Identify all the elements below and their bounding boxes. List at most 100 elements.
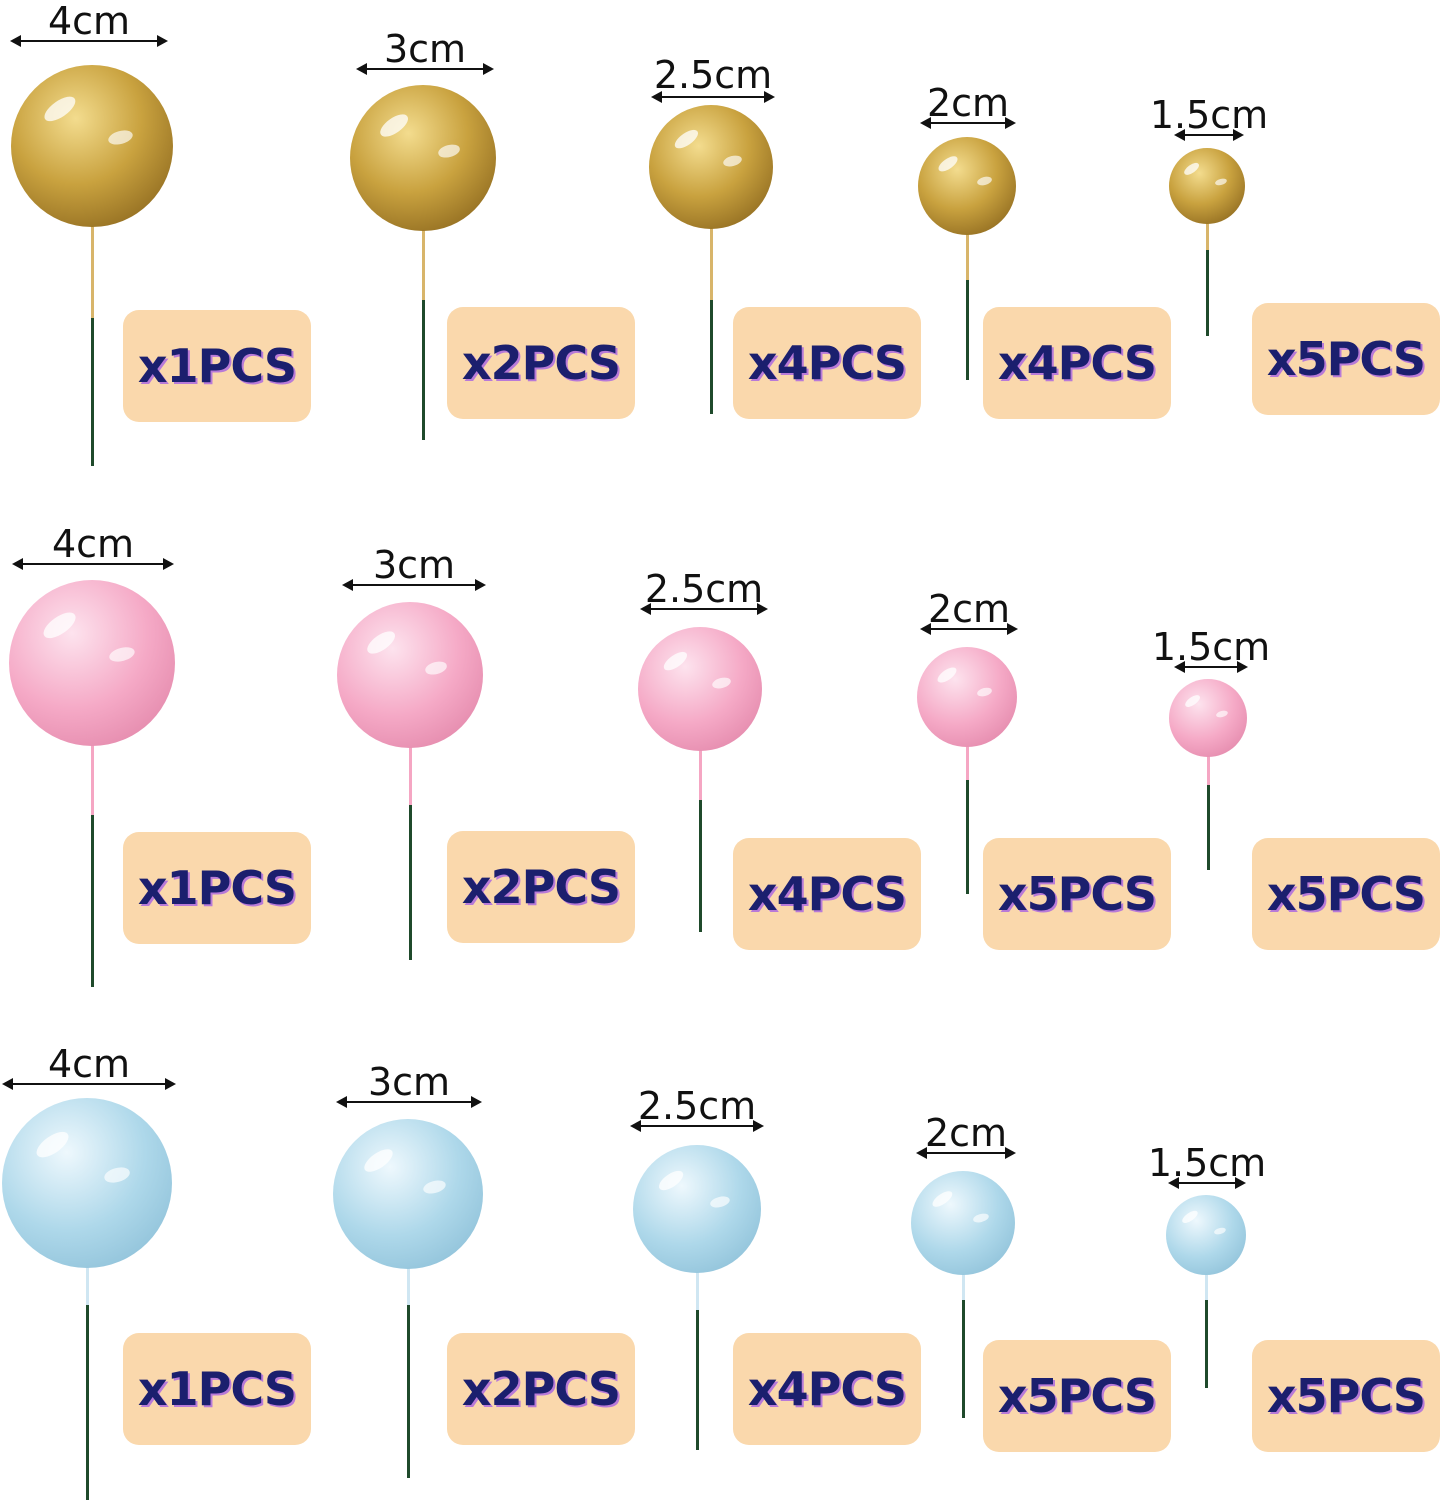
pink-ball [9, 580, 175, 746]
pink-ball [1169, 679, 1247, 757]
arrow-left-head-icon [336, 1096, 347, 1108]
stem-neck [965, 741, 969, 780]
arrow-right-head-icon [757, 603, 768, 615]
quantity-badge: x2PCS [447, 1333, 635, 1445]
stem-neck [709, 223, 713, 300]
arrow-right-head-icon [1005, 117, 1016, 129]
quantity-badge: x5PCS [1252, 838, 1440, 950]
size-label: 2.5cm [644, 567, 764, 611]
dimension-arrow [651, 90, 775, 104]
quantity-badge: x4PCS [733, 838, 921, 950]
quantity-badge: x4PCS [983, 307, 1171, 419]
quantity-badge: x4PCS [733, 1333, 921, 1445]
dimension-arrow [10, 34, 168, 48]
wire-stem [90, 742, 94, 987]
quantity-badge: x5PCS [1252, 303, 1440, 415]
gold-ball [1169, 148, 1245, 224]
wire-stem [965, 743, 969, 894]
size-label: 2cm [924, 1111, 1008, 1155]
pink-ball [917, 647, 1017, 747]
quantity-text: x4PCS [747, 867, 907, 921]
arrow-shaft [1180, 134, 1238, 136]
gold-ball [350, 85, 496, 231]
dimension-arrow [640, 602, 768, 616]
arrow-left-head-icon [2, 1078, 13, 1090]
wire-stem [1204, 1271, 1208, 1388]
stem-neck [421, 225, 425, 300]
arrow-right-head-icon [157, 35, 168, 47]
gold-ball [918, 137, 1016, 235]
pink-ball [337, 602, 483, 748]
arrow-right-head-icon [753, 1120, 764, 1132]
arrow-shaft [1180, 666, 1242, 668]
stem-neck [695, 1267, 699, 1310]
wire-stem [1206, 753, 1210, 870]
dimension-arrow [342, 578, 486, 592]
arrow-left-head-icon [1174, 129, 1185, 141]
quantity-text: x4PCS [997, 336, 1157, 390]
arrow-right-head-icon [163, 558, 174, 570]
quantity-text: x1PCS [137, 339, 297, 393]
arrow-left-head-icon [920, 623, 931, 635]
quantity-text: x5PCS [1266, 1369, 1426, 1423]
arrow-left-head-icon [12, 558, 23, 570]
quantity-text: x2PCS [461, 336, 621, 390]
arrow-shaft [646, 608, 762, 610]
pink-ball [638, 627, 762, 751]
quantity-badge: x2PCS [447, 307, 635, 419]
stem-neck [90, 740, 94, 815]
arrow-left-head-icon [920, 117, 931, 129]
arrow-left-head-icon [916, 1147, 927, 1159]
size-label: 3cm [372, 543, 456, 587]
arrow-right-head-icon [483, 63, 494, 75]
dimension-arrow [630, 1119, 764, 1133]
stem-neck [698, 745, 702, 800]
arrow-left-head-icon [1168, 1177, 1179, 1189]
size-label: 3cm [367, 1060, 451, 1104]
stem-neck [1204, 1269, 1208, 1300]
arrow-left-head-icon [342, 579, 353, 591]
wire-stem [965, 231, 969, 380]
arrow-right-head-icon [1233, 129, 1244, 141]
quantity-text: x4PCS [747, 1362, 907, 1416]
quantity-text: x5PCS [1266, 867, 1426, 921]
quantity-text: x4PCS [747, 336, 907, 390]
blue-ball [333, 1119, 483, 1269]
blue-ball [1166, 1195, 1246, 1275]
size-label: 4cm [47, 1042, 131, 1086]
size-label: 3cm [383, 27, 467, 71]
dimension-arrow [920, 116, 1016, 130]
size-label: 1.5cm [1149, 93, 1269, 137]
quantity-badge: x5PCS [1252, 1340, 1440, 1452]
stem-neck [965, 229, 969, 280]
wire-stem [408, 744, 412, 960]
dimension-arrow [356, 62, 494, 76]
gold-ball [11, 65, 173, 227]
arrow-shaft [636, 1125, 758, 1127]
size-label: 4cm [51, 522, 135, 566]
quantity-text: x5PCS [997, 867, 1157, 921]
size-label: 1.5cm [1147, 1141, 1267, 1185]
arrow-right-head-icon [1007, 623, 1018, 635]
arrow-right-head-icon [471, 1096, 482, 1108]
quantity-text: x5PCS [1266, 332, 1426, 386]
quantity-text: x1PCS [137, 1362, 297, 1416]
size-label: 2cm [926, 81, 1010, 125]
wire-stem [698, 747, 702, 932]
arrow-shaft [926, 122, 1010, 124]
arrow-right-head-icon [1235, 1177, 1246, 1189]
arrow-shaft [926, 628, 1012, 630]
stem-neck [90, 221, 94, 318]
quantity-badge: x4PCS [733, 307, 921, 419]
arrow-left-head-icon [630, 1120, 641, 1132]
size-label: 2cm [927, 587, 1011, 631]
stem-neck [1205, 218, 1209, 250]
arrow-left-head-icon [651, 91, 662, 103]
size-label: 2.5cm [637, 1084, 757, 1128]
gold-ball [649, 105, 773, 229]
wire-stem [961, 1271, 965, 1418]
stem-neck [1206, 751, 1210, 785]
blue-ball [2, 1098, 172, 1268]
arrow-right-head-icon [165, 1078, 176, 1090]
stem-neck [961, 1269, 965, 1300]
